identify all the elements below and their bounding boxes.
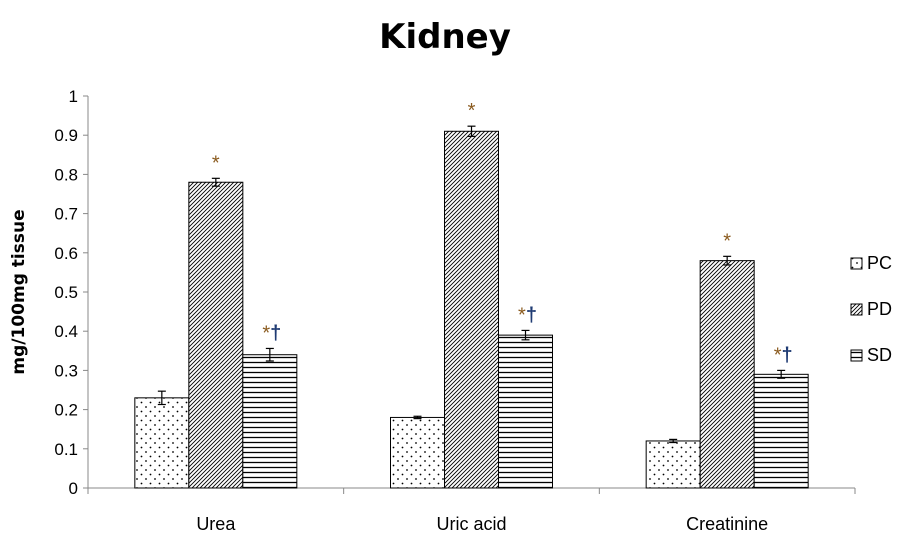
y-tick-label: 0.4	[54, 322, 78, 341]
significance-mark: *†	[262, 322, 281, 344]
y-tick-label: 0.5	[54, 283, 78, 302]
significance-mark: *	[468, 100, 476, 122]
significance-mark: *†	[518, 304, 537, 326]
category-labels: Urea Uric acid Creatinine	[196, 514, 768, 534]
y-tick-label: 0.1	[54, 440, 78, 459]
y-tick-label: 0.7	[54, 205, 78, 224]
bar-sd	[498, 334, 553, 489]
y-axis-ticks: 0 0.1 0.2 0.3 0.4 0.5 0.6 0.7 0.8 0.9 1	[54, 87, 88, 498]
legend-swatch-pc	[850, 257, 863, 270]
bar-pc	[134, 397, 190, 489]
legend: PC PD SD	[850, 253, 892, 365]
significance-mark: *†	[774, 344, 793, 366]
y-tick-label: 0.3	[54, 361, 78, 380]
legend-swatch-pd	[850, 303, 863, 316]
bar-sd	[242, 354, 298, 489]
bar-pc	[645, 440, 701, 489]
legend-label-pd: PD	[867, 299, 892, 319]
y-tick-label: 0.9	[54, 126, 78, 145]
bar-pd	[699, 260, 755, 489]
legend-label-sd: SD	[867, 345, 892, 365]
y-tick-label: 0.8	[54, 165, 78, 184]
y-tick-label: 0.6	[54, 244, 78, 263]
y-tick-label: 0.2	[54, 401, 78, 420]
category-label: Uric acid	[436, 514, 506, 534]
bar-pd	[188, 181, 244, 489]
chart-title: Kidney	[379, 17, 511, 57]
bar-pd	[444, 130, 499, 489]
significance-mark: *	[723, 230, 731, 252]
y-tick-label: 0	[69, 479, 78, 498]
bars: * *† * *† * *†	[134, 100, 809, 489]
legend-swatch-sd	[850, 349, 863, 362]
category-label: Creatinine	[686, 514, 768, 534]
bar-pc	[390, 416, 445, 489]
y-tick-label: 1	[69, 87, 78, 106]
bar-sd	[753, 373, 809, 489]
legend-label-pc: PC	[867, 253, 892, 273]
category-label: Urea	[196, 514, 236, 534]
significance-mark: *	[212, 152, 220, 174]
y-axis-label: mg/100mg tissue	[9, 209, 29, 374]
